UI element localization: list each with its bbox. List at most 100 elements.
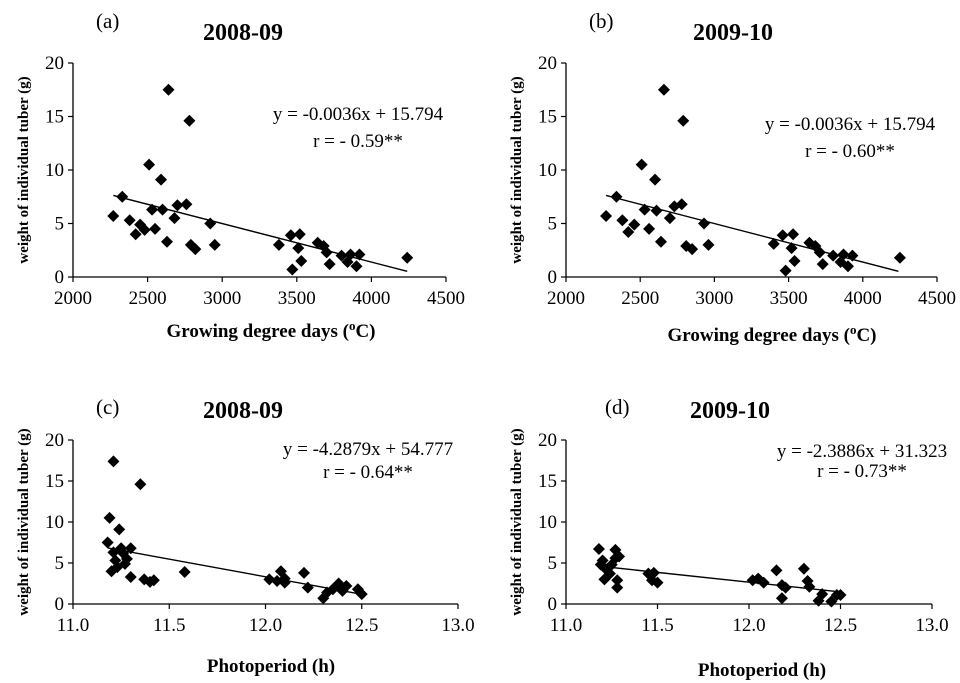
panel-letter: (d) bbox=[605, 395, 630, 419]
regression-equation: y = -0.0036x + 15.794 bbox=[273, 104, 444, 125]
data-point bbox=[775, 592, 788, 605]
chart-panel-a: 0 5 10 15 20 2000 2500 3000 3500 4000 4500 (a) 2008-… bbox=[16, 9, 465, 342]
data-point bbox=[298, 566, 310, 579]
regression-equation: y = -2.3886x + 31.323 bbox=[777, 441, 947, 462]
data-point bbox=[788, 254, 801, 267]
data-point bbox=[698, 217, 711, 230]
data-point bbox=[340, 579, 353, 592]
trendline bbox=[598, 565, 841, 593]
data-point bbox=[675, 198, 688, 211]
data-point bbox=[610, 190, 623, 203]
x-tick-label: 11.5 bbox=[153, 615, 186, 636]
y-tick-label: 20 bbox=[45, 53, 64, 74]
x-tick-label: 11.0 bbox=[550, 615, 583, 636]
data-point bbox=[107, 210, 120, 223]
y-tick-label: 5 bbox=[548, 553, 558, 574]
trendline bbox=[113, 194, 408, 273]
data-point bbox=[292, 242, 305, 255]
x-axis-label-superscript: o bbox=[349, 318, 356, 333]
y-tick-label: 10 bbox=[538, 512, 557, 533]
data-point bbox=[401, 251, 414, 264]
y-tick-label: 0 bbox=[55, 594, 65, 615]
x-tick-label: 12.5 bbox=[824, 615, 857, 636]
x-tick-label: 3000 bbox=[695, 288, 733, 309]
y-tick-label: 15 bbox=[538, 107, 557, 128]
data-point bbox=[278, 572, 291, 585]
data-point bbox=[134, 478, 147, 491]
y-tick-label: 15 bbox=[538, 471, 557, 492]
data-point bbox=[677, 114, 690, 127]
data-point bbox=[208, 238, 221, 251]
chart-panel-c: 0 5 10 15 20 11.0 11.5 12.0 12.5 13.0 (c) 2008-09y … bbox=[16, 395, 475, 677]
panel-letter: (b) bbox=[589, 9, 614, 33]
x-tick-label: 12.0 bbox=[732, 615, 765, 636]
y-tick-label: 20 bbox=[538, 53, 557, 74]
data-point bbox=[116, 190, 129, 203]
data-point bbox=[787, 228, 800, 241]
x-axis-label: Photoperiod (h) bbox=[207, 656, 335, 677]
y-tick-label: 5 bbox=[548, 214, 558, 235]
panel-title: 2009-10 bbox=[693, 20, 773, 46]
data-point bbox=[686, 243, 699, 256]
x-tick-label: 2500 bbox=[129, 288, 167, 309]
data-point bbox=[785, 242, 798, 255]
data-point bbox=[628, 218, 641, 231]
trendline bbox=[107, 547, 362, 596]
y-tick-label: 0 bbox=[548, 594, 558, 615]
y-tick-label: 15 bbox=[45, 107, 64, 128]
y-tick-label: 10 bbox=[45, 160, 64, 181]
data-point bbox=[657, 83, 670, 96]
data-point bbox=[101, 536, 114, 549]
panel-letter: (a) bbox=[96, 9, 119, 33]
data-point bbox=[323, 258, 336, 271]
data-point bbox=[353, 248, 366, 261]
chart-panel-d: 0 5 10 15 20 11.0 11.5 12.0 12.5 13.0 (d) 2009-10 y … bbox=[509, 395, 949, 681]
x-tick-label: 13.0 bbox=[915, 615, 948, 636]
data-point bbox=[635, 158, 648, 171]
data-point bbox=[107, 455, 120, 468]
data-point bbox=[143, 158, 156, 171]
data-point bbox=[120, 552, 133, 565]
x-tick-label: 13.0 bbox=[441, 615, 474, 636]
panel-title: 2008-09 bbox=[203, 398, 283, 424]
data-point bbox=[204, 217, 217, 230]
data-point bbox=[893, 251, 906, 264]
data-point bbox=[797, 562, 810, 575]
x-tick-label: 4000 bbox=[844, 288, 882, 309]
y-axis-label: weight of individual tuber (g) bbox=[16, 428, 32, 615]
data-point bbox=[776, 229, 789, 242]
y-tick-label: 20 bbox=[538, 430, 557, 451]
data-point bbox=[611, 574, 624, 587]
x-axis-label-text: Growing degree days ( bbox=[668, 325, 850, 346]
data-point bbox=[155, 173, 168, 186]
x-tick-label: 2000 bbox=[547, 288, 585, 309]
data-point bbox=[603, 567, 616, 580]
data-point bbox=[834, 588, 847, 601]
data-point bbox=[178, 566, 191, 579]
x-axis-label-tail: C) bbox=[355, 321, 375, 342]
x-axis-label-tail: C) bbox=[856, 325, 876, 346]
x-tick-label: 4500 bbox=[918, 288, 956, 309]
data-point bbox=[123, 214, 136, 227]
correlation-coefficient: r = - 0.59** bbox=[313, 131, 403, 152]
correlation-coefficient: r = - 0.60** bbox=[805, 141, 895, 162]
data-point bbox=[616, 214, 629, 227]
data-point bbox=[124, 570, 137, 583]
data-point bbox=[757, 576, 770, 589]
data-point bbox=[156, 203, 169, 216]
data-point bbox=[596, 554, 609, 567]
data-point bbox=[816, 588, 829, 601]
y-tick-label: 20 bbox=[45, 430, 64, 451]
data-point bbox=[846, 249, 859, 262]
y-tick-label: 10 bbox=[538, 160, 557, 181]
y-tick-label: 5 bbox=[55, 553, 65, 574]
x-tick-label: 12.0 bbox=[249, 615, 282, 636]
data-point bbox=[779, 581, 792, 594]
y-tick-label: 10 bbox=[45, 512, 64, 533]
data-point bbox=[650, 204, 663, 217]
data-point bbox=[284, 229, 297, 242]
data-point bbox=[663, 212, 676, 225]
data-point bbox=[138, 223, 151, 236]
data-point bbox=[841, 260, 854, 273]
